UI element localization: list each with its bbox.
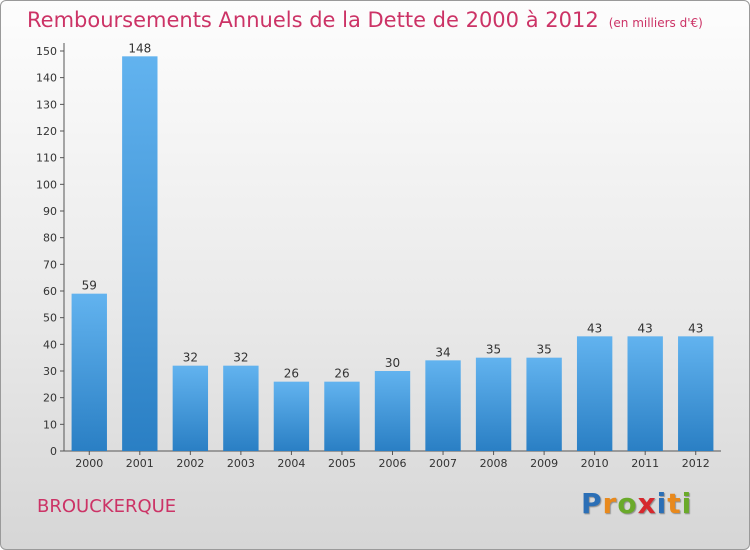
y-tick-label: 70 xyxy=(43,258,57,271)
city-name: BROUCKERQUE xyxy=(37,496,177,517)
y-tick-label: 100 xyxy=(36,178,57,191)
bar xyxy=(122,56,158,451)
bar xyxy=(273,381,310,451)
value-label: 35 xyxy=(536,343,551,357)
y-tick-label: 0 xyxy=(50,445,57,458)
y-tick-label: 50 xyxy=(43,312,57,325)
value-labels: 59 148 32 32 26 26 30 34 35 35 43 43 43 xyxy=(82,41,704,380)
logo-letter: i xyxy=(681,487,693,520)
bar xyxy=(223,365,259,451)
x-tick-label: 2007 xyxy=(429,457,457,470)
bar xyxy=(576,336,613,451)
logo-letter: t xyxy=(667,487,682,520)
bar xyxy=(71,293,107,451)
y-tick-label: 120 xyxy=(36,125,57,138)
bar xyxy=(678,336,714,451)
value-label: 26 xyxy=(334,367,349,381)
value-label: 148 xyxy=(128,41,151,55)
bar xyxy=(374,371,411,451)
title-text: Remboursements Annuels de la Dette de 20… xyxy=(27,8,599,32)
value-label: 30 xyxy=(385,356,400,370)
bar xyxy=(627,336,663,451)
y-tick-label: 90 xyxy=(43,205,57,218)
y-tick-label: 130 xyxy=(36,98,57,111)
axes: 0 10 20 30 40 50 60 70 80 90 100 110 120 130 140 150 200… xyxy=(36,43,721,470)
value-label: 43 xyxy=(688,321,703,335)
x-tick-label: 2002 xyxy=(176,457,204,470)
x-tick-label: 2000 xyxy=(75,457,103,470)
value-label: 32 xyxy=(183,351,198,365)
bar xyxy=(526,357,562,451)
logo-letter: i xyxy=(656,487,668,520)
logo-letter: o xyxy=(617,487,638,520)
x-tick-label: 2010 xyxy=(581,457,609,470)
x-tick-label: 2008 xyxy=(480,457,508,470)
y-tick-label: 20 xyxy=(43,392,57,405)
x-tick-label: 2006 xyxy=(379,457,407,470)
x-tick-label: 2005 xyxy=(328,457,356,470)
x-tick-label: 2004 xyxy=(277,457,305,470)
logo-letter: P xyxy=(581,487,603,520)
y-tick-label: 150 xyxy=(36,45,57,58)
y-tick-label: 60 xyxy=(43,285,57,298)
value-label: 34 xyxy=(435,345,450,359)
bar xyxy=(475,357,512,451)
value-label: 43 xyxy=(587,321,602,335)
logo-letter: x xyxy=(637,487,657,520)
x-tick-label: 2012 xyxy=(682,457,710,470)
y-tick-label: 140 xyxy=(36,72,57,85)
y-tick-label: 30 xyxy=(43,365,57,378)
y-tick-label: 80 xyxy=(43,232,57,245)
x-tick-label: 2011 xyxy=(631,457,659,470)
bar xyxy=(324,381,360,451)
value-label: 35 xyxy=(486,343,501,357)
x-tick-label: 2003 xyxy=(227,457,255,470)
x-tick-label: 2001 xyxy=(126,457,154,470)
value-label: 32 xyxy=(233,351,248,365)
value-label: 59 xyxy=(82,279,97,293)
y-tick-label: 40 xyxy=(43,338,57,351)
x-tick-label: 2009 xyxy=(530,457,558,470)
chart-title: Remboursements Annuels de la Dette de 20… xyxy=(27,8,703,32)
y-tick-label: 110 xyxy=(36,152,57,165)
bars xyxy=(71,56,714,451)
y-tick-label: 10 xyxy=(43,418,57,431)
logo-letter: r xyxy=(602,487,618,520)
unit-label: (en milliers d'€) xyxy=(608,16,703,30)
value-label: 43 xyxy=(638,321,653,335)
bar xyxy=(425,360,461,451)
proxiti-logo: Proxiti xyxy=(581,487,692,520)
bar xyxy=(172,365,209,451)
value-label: 26 xyxy=(284,367,299,381)
